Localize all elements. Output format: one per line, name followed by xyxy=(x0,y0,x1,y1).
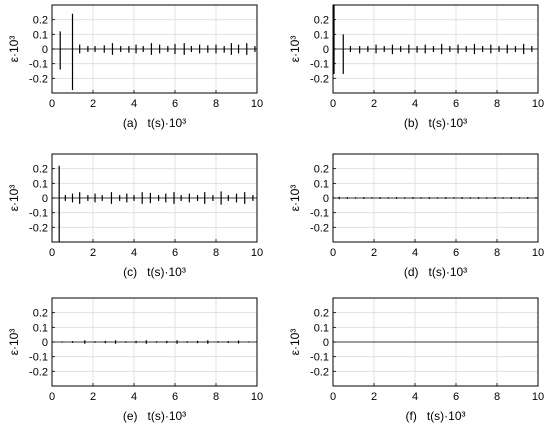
x-tick-label: 6 xyxy=(453,391,459,403)
y-tick-label: -0.2 xyxy=(310,366,329,378)
y-axis-label: ε·10³ xyxy=(288,185,302,212)
x-tick-label: 10 xyxy=(251,247,263,259)
y-tick-label: 0.2 xyxy=(314,164,329,176)
y-axis-label: ε·10³ xyxy=(288,36,302,63)
y-tick-label: -0.2 xyxy=(29,222,48,234)
x-tick-label: 0 xyxy=(330,98,336,110)
panel-b: 0 2 4 6 8 10 0.2 0.1 0 -0.1 -0.2 ε·10³ (b) t(s)·10³ xyxy=(288,4,544,130)
y-tick-label: 0 xyxy=(42,193,48,205)
y-tick-label: 0.2 xyxy=(33,15,48,27)
panel-caption: (c) t(s)·10³ xyxy=(123,265,186,279)
x-tick-label: 6 xyxy=(172,247,178,259)
x-tick-label: 8 xyxy=(494,98,500,110)
panel-letter: (d) xyxy=(404,265,419,279)
y-tick-label: 0.1 xyxy=(314,29,329,41)
y-tick-label: 0 xyxy=(42,337,48,349)
x-tick-label: 6 xyxy=(172,98,178,110)
x-axis-label: t(s)·10³ xyxy=(427,409,466,423)
x-axis-label: t(s)·10³ xyxy=(148,116,187,130)
x-tick-label: 4 xyxy=(412,391,418,403)
x-tick-label: 10 xyxy=(251,98,263,110)
panel-letter: (e) xyxy=(123,409,138,423)
y-tick-label: 0.2 xyxy=(33,308,48,320)
x-tick-label: 6 xyxy=(172,391,178,403)
panel-c: 0 2 4 6 8 10 0.2 0.1 0 -0.1 -0.2 ε·10³ (c) t(s)·10³ xyxy=(7,153,263,279)
y-tick-label: 0.1 xyxy=(33,29,48,41)
x-tick-label: 6 xyxy=(453,98,459,110)
x-tick-label: 0 xyxy=(49,247,55,259)
x-tick-label: 10 xyxy=(532,247,544,259)
x-tick-label: 2 xyxy=(90,247,96,259)
x-tick-label: 10 xyxy=(532,98,544,110)
y-tick-label: -0.1 xyxy=(29,352,48,364)
x-tick-label: 8 xyxy=(213,98,219,110)
y-axis-label: ε·10³ xyxy=(7,185,21,212)
x-tick-label: 10 xyxy=(532,391,544,403)
x-axis-label: t(s)·10³ xyxy=(148,409,187,423)
y-tick-label: -0.1 xyxy=(29,208,48,220)
y-tick-label: -0.2 xyxy=(29,73,48,85)
y-axis-label: ε·10³ xyxy=(7,36,21,63)
y-tick-label: 0 xyxy=(323,44,329,56)
x-tick-label: 0 xyxy=(49,98,55,110)
x-axis-label: t(s)·10³ xyxy=(429,265,468,279)
y-tick-label: -0.1 xyxy=(310,59,329,71)
x-tick-label: 4 xyxy=(412,247,418,259)
y-tick-label: -0.1 xyxy=(310,208,329,220)
x-tick-label: 2 xyxy=(90,98,96,110)
panel-caption: (f) t(s)·10³ xyxy=(406,409,466,423)
x-tick-label: 2 xyxy=(371,391,377,403)
y-axis-label: ε·10³ xyxy=(288,329,302,356)
panel-d: 0 2 4 6 8 10 0.2 0.1 0 -0.1 -0.2 ε·10³ (d) t(s)·10³ xyxy=(288,153,544,279)
y-tick-label: 0.1 xyxy=(314,322,329,334)
panel-e: 0 2 4 6 8 10 0.2 0.1 0 -0.1 -0.2 ε·10³ (e) t(s)·10³ xyxy=(7,297,263,423)
x-tick-label: 4 xyxy=(131,391,137,403)
y-tick-label: 0.1 xyxy=(314,178,329,190)
panel-letter: (a) xyxy=(123,116,138,130)
y-axis-label: ε·10³ xyxy=(7,329,21,356)
x-tick-label: 2 xyxy=(371,247,377,259)
y-tick-label: 0.2 xyxy=(314,308,329,320)
x-tick-label: 6 xyxy=(453,247,459,259)
x-tick-label: 0 xyxy=(49,391,55,403)
x-tick-label: 8 xyxy=(213,391,219,403)
y-tick-label: 0 xyxy=(323,193,329,205)
x-tick-label: 2 xyxy=(371,98,377,110)
x-tick-label: 4 xyxy=(412,98,418,110)
panel-a: 0 2 4 6 8 10 0.2 0.1 0 -0.1 -0.2 ε·10³ (a) t(s)·10³ xyxy=(7,4,263,130)
x-axis-label: t(s)·10³ xyxy=(429,116,468,130)
y-tick-label: 0 xyxy=(323,337,329,349)
x-tick-label: 10 xyxy=(251,391,263,403)
x-axis-label: t(s)·10³ xyxy=(147,265,186,279)
panel-letter: (c) xyxy=(123,265,137,279)
panel-caption: (e) t(s)·10³ xyxy=(123,409,186,423)
y-tick-label: -0.1 xyxy=(310,352,329,364)
x-tick-label: 0 xyxy=(330,391,336,403)
y-tick-label: -0.2 xyxy=(310,222,329,234)
panel-caption: (b) t(s)·10³ xyxy=(404,116,467,130)
x-tick-label: 8 xyxy=(494,391,500,403)
y-tick-label: 0.1 xyxy=(33,178,48,190)
y-tick-label: 0.2 xyxy=(33,164,48,176)
y-tick-label: -0.2 xyxy=(29,366,48,378)
y-tick-label: 0.1 xyxy=(33,322,48,334)
panel-caption: (d) t(s)·10³ xyxy=(404,265,467,279)
x-tick-label: 8 xyxy=(213,247,219,259)
panel-caption: (a) t(s)·10³ xyxy=(123,116,186,130)
x-tick-label: 8 xyxy=(494,247,500,259)
panel-letter: (b) xyxy=(404,116,419,130)
x-tick-label: 4 xyxy=(131,98,137,110)
x-tick-label: 2 xyxy=(90,391,96,403)
y-tick-label: 0.2 xyxy=(314,15,329,27)
panel-letter: (f) xyxy=(406,409,417,423)
x-tick-label: 0 xyxy=(330,247,336,259)
y-tick-label: -0.2 xyxy=(310,73,329,85)
y-tick-label: 0 xyxy=(42,44,48,56)
y-tick-label: -0.1 xyxy=(29,59,48,71)
x-tick-label: 4 xyxy=(131,247,137,259)
panel-f: 0 2 4 6 8 10 0.2 0.1 0 -0.1 -0.2 ε·10³ (f) t(s)·10³ xyxy=(288,297,544,423)
